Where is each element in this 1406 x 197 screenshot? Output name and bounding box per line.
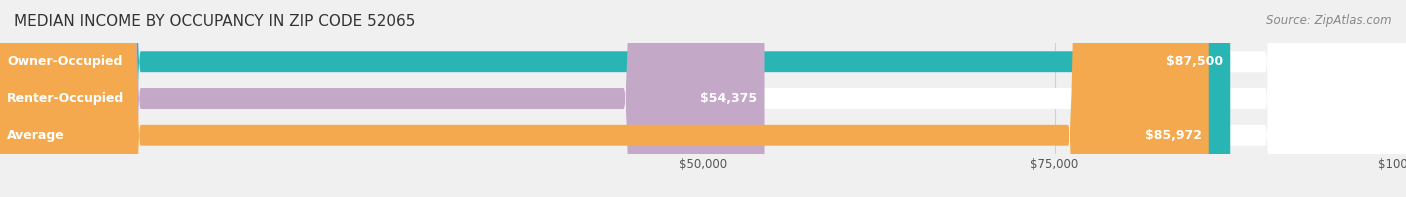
FancyBboxPatch shape [0, 0, 1209, 197]
Text: Owner-Occupied: Owner-Occupied [7, 55, 122, 68]
Text: Renter-Occupied: Renter-Occupied [7, 92, 124, 105]
Text: $85,972: $85,972 [1144, 129, 1202, 142]
Text: Source: ZipAtlas.com: Source: ZipAtlas.com [1267, 14, 1392, 27]
Text: MEDIAN INCOME BY OCCUPANCY IN ZIP CODE 52065: MEDIAN INCOME BY OCCUPANCY IN ZIP CODE 5… [14, 14, 415, 29]
Text: $87,500: $87,500 [1166, 55, 1223, 68]
Text: $54,375: $54,375 [700, 92, 758, 105]
FancyBboxPatch shape [0, 0, 765, 197]
Text: Average: Average [7, 129, 65, 142]
FancyBboxPatch shape [0, 0, 1230, 197]
